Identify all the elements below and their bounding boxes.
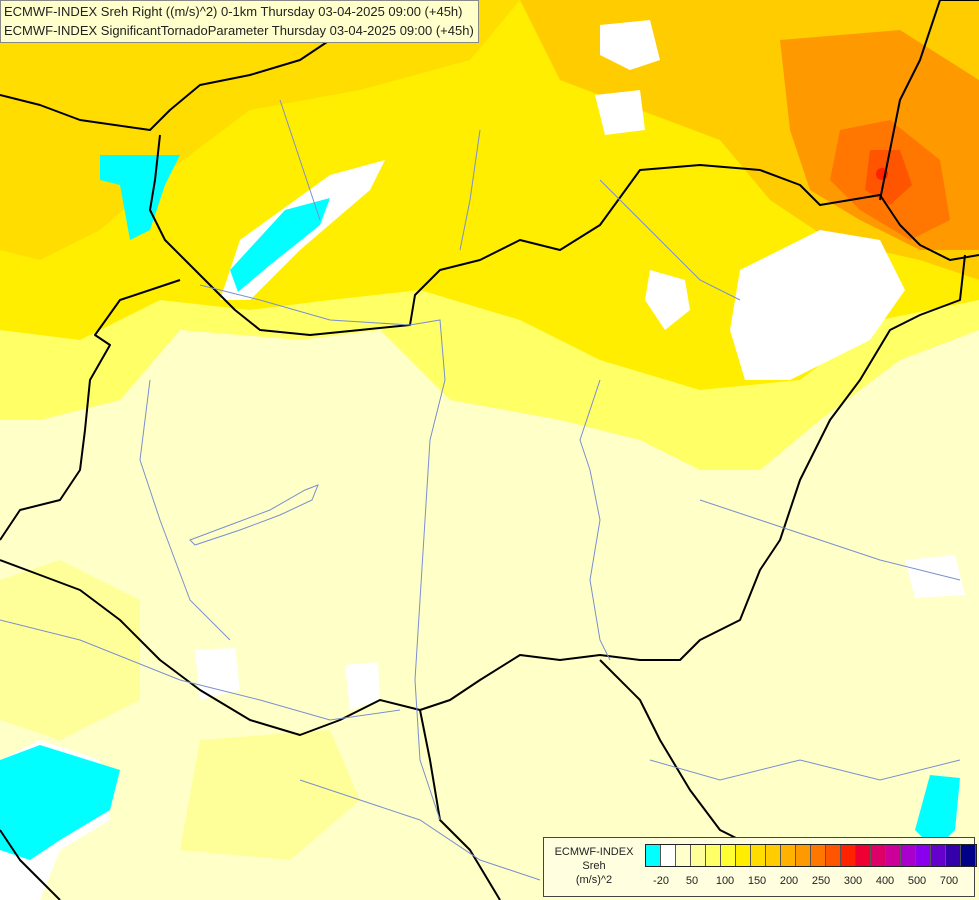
legend-title-line-2: Sreh bbox=[582, 860, 606, 872]
river-ro2 bbox=[649, 759, 961, 781]
legend-swatch bbox=[826, 845, 841, 866]
title-line-1: ECMWF-INDEX Sreh Right ((m/s)^2) 0-1km T… bbox=[4, 4, 463, 19]
legend-tick-label: -20 bbox=[653, 875, 669, 887]
river-tisza bbox=[579, 379, 611, 661]
legend-swatch bbox=[886, 845, 901, 866]
legend-swatch bbox=[676, 845, 691, 866]
legend-title: ECMWF-INDEX Sreh (m/s)^2 bbox=[548, 845, 640, 887]
legend-swatch bbox=[961, 845, 976, 866]
legend-swatch bbox=[931, 845, 946, 866]
field-white-patch bbox=[645, 270, 690, 330]
legend-swatch bbox=[796, 845, 811, 866]
legend-swatch bbox=[691, 845, 706, 866]
legend-tick-label: 400 bbox=[875, 875, 895, 887]
river-rs bbox=[299, 779, 541, 881]
field-white-se bbox=[905, 555, 965, 598]
legend-swatch bbox=[766, 845, 781, 866]
lake-balaton bbox=[189, 484, 319, 546]
river-drava bbox=[0, 619, 401, 721]
border-hu-west bbox=[0, 279, 181, 541]
legend-swatch bbox=[856, 845, 871, 866]
legend-swatch bbox=[871, 845, 886, 866]
legend-swatch bbox=[736, 845, 751, 866]
legend-swatch bbox=[781, 845, 796, 866]
field-white-s2 bbox=[345, 662, 380, 710]
color-legend: ECMWF-INDEX Sreh (m/s)^2 -20 50 100 150 200 2… bbox=[543, 837, 977, 897]
field-red-peak bbox=[865, 150, 912, 205]
river-danube bbox=[199, 284, 446, 821]
legend-swatch bbox=[661, 845, 676, 866]
river-sk bbox=[279, 99, 321, 221]
legend-color-bar bbox=[645, 844, 977, 867]
border-hr bbox=[0, 829, 61, 900]
legend-tick-label: 150 bbox=[747, 875, 767, 887]
legend-title-line-3: (m/s)^2 bbox=[575, 874, 613, 886]
field-cyan-band bbox=[230, 198, 330, 292]
border-at-sk bbox=[149, 134, 979, 336]
river-sk2 bbox=[459, 129, 481, 251]
river-west bbox=[139, 379, 231, 641]
field-cyan-se bbox=[915, 775, 960, 850]
legend-tick-label: 500 bbox=[907, 875, 927, 887]
field-yellow-sw bbox=[0, 560, 140, 740]
legend-swatch bbox=[646, 845, 661, 866]
map-title-box: ECMWF-INDEX Sreh Right ((m/s)^2) 0-1km T… bbox=[0, 0, 479, 43]
field-white-north2 bbox=[595, 90, 645, 135]
legend-swatch bbox=[811, 845, 826, 866]
border-ua bbox=[879, 0, 979, 201]
legend-swatch bbox=[841, 845, 856, 866]
legend-tick-label: 100 bbox=[715, 875, 735, 887]
field-cyan-nw bbox=[100, 155, 180, 240]
legend-swatch bbox=[751, 845, 766, 866]
legend-tick-label: 700 bbox=[939, 875, 959, 887]
legend-tick-label: 250 bbox=[811, 875, 831, 887]
legend-swatch bbox=[946, 845, 961, 866]
border-hu-ro bbox=[0, 254, 966, 736]
field-yellow-s bbox=[180, 730, 360, 860]
legend-swatch bbox=[706, 845, 721, 866]
legend-swatch bbox=[901, 845, 916, 866]
field-cyan-sw bbox=[0, 745, 120, 860]
legend-tick-label: 200 bbox=[779, 875, 799, 887]
field-white-east bbox=[730, 230, 905, 380]
legend-swatch bbox=[916, 845, 931, 866]
legend-swatch bbox=[721, 845, 736, 866]
border-ro-rs bbox=[599, 659, 741, 841]
legend-ticks: -20 50 100 150 200 250 300 400 500 700 bbox=[544, 875, 974, 891]
legend-tick-label: 300 bbox=[843, 875, 863, 887]
legend-title-line-1: ECMWF-INDEX bbox=[554, 846, 634, 858]
title-line-2: ECMWF-INDEX SignificantTornadoParameter … bbox=[4, 23, 474, 38]
field-white-north bbox=[600, 20, 660, 70]
river-ro1 bbox=[699, 499, 961, 581]
river-ne bbox=[599, 179, 741, 301]
legend-tick-label: 50 bbox=[685, 875, 699, 887]
